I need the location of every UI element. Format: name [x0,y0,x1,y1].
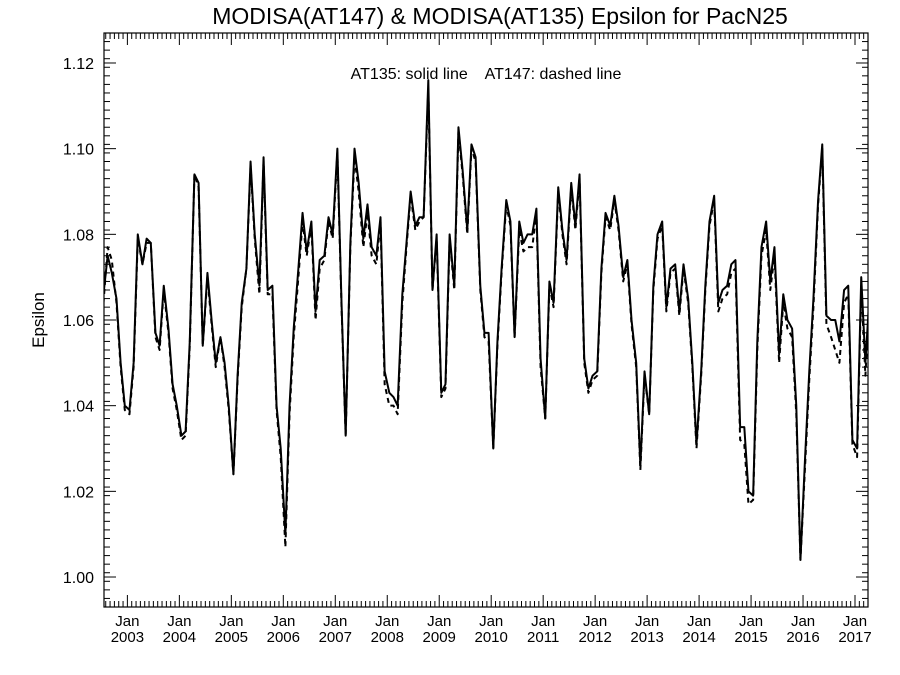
x-tick-month-label: Jan [531,613,555,630]
x-tick-year-label: 2008 [371,629,404,646]
y-tick-label: 1.10 [63,142,94,159]
x-tick-year-label: 2013 [630,629,663,646]
series-line-at135 [104,79,868,561]
x-tick-month-label: Jan [219,613,243,630]
chart-title: MODISA(AT147) & MODISA(AT135) Epsilon fo… [212,3,788,29]
x-tick-year-label: 2016 [786,629,819,646]
x-tick-year-label: 2017 [838,629,871,646]
y-tick-label: 1.04 [63,399,94,416]
y-tick-label: 1.02 [63,484,94,501]
chart-annotation: AT135: solid line AT147: dashed line [351,66,622,83]
x-tick-month-label: Jan [167,613,191,630]
x-tick-year-label: 2004 [163,629,196,646]
x-tick-year-label: 2003 [111,629,144,646]
x-tick-year-label: 2011 [527,629,559,646]
x-tick-month-label: Jan [479,613,503,630]
x-tick-year-label: 2014 [682,629,715,646]
x-tick-month-label: Jan [271,613,295,630]
x-tick-month-label: Jan [323,613,347,630]
x-tick-year-label: 2006 [267,629,300,646]
x-tick-month-label: Jan [115,613,139,630]
plot-frame [103,32,869,608]
x-tick-year-label: 2012 [578,629,611,646]
x-tick-month-label: Jan [843,613,867,630]
x-tick-month-label: Jan [583,613,607,630]
y-tick-label: 1.06 [63,313,94,330]
x-tick-month-label: Jan [739,613,763,630]
axis-ticks: 1.001.021.041.061.081.101.12Jan2003Jan20… [63,32,872,646]
x-tick-month-label: Jan [635,613,659,630]
y-tick-label: 1.12 [63,56,94,73]
y-tick-label: 1.08 [63,227,94,244]
x-tick-month-label: Jan [687,613,711,630]
x-tick-year-label: 2009 [423,629,456,646]
x-tick-month-label: Jan [375,613,399,630]
x-tick-year-label: 2007 [319,629,352,646]
series-line-at147 [104,87,868,561]
x-tick-year-label: 2010 [475,629,508,646]
y-tick-label: 1.00 [63,570,94,587]
x-tick-month-label: Jan [427,613,451,630]
x-tick-year-label: 2005 [215,629,248,646]
x-tick-month-label: Jan [791,613,815,630]
x-tick-year-label: 2015 [734,629,767,646]
plot-series [104,79,868,561]
y-axis-label: Epsilon [29,292,48,348]
